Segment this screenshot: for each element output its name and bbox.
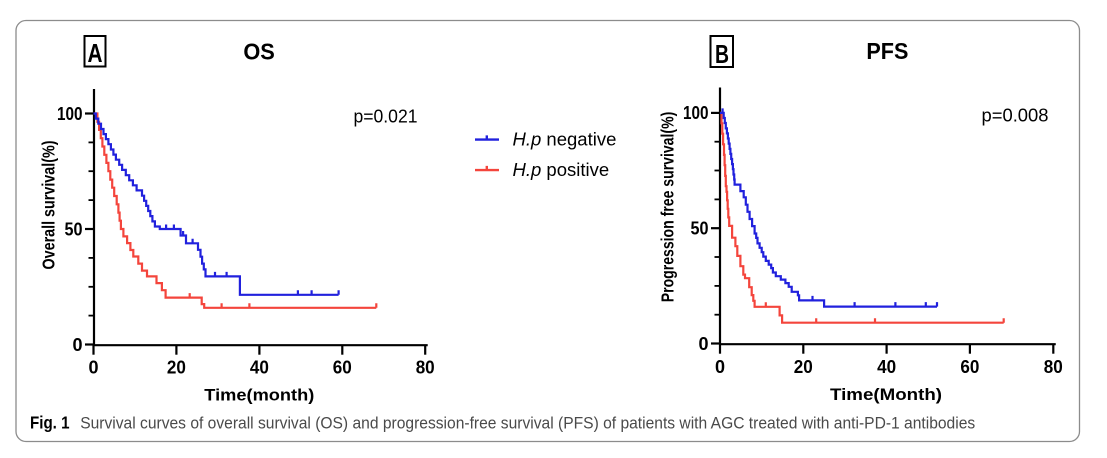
svg-text:Time(Month): Time(Month): [830, 385, 942, 404]
svg-text:0: 0: [715, 357, 725, 377]
svg-text:OS: OS: [243, 39, 275, 65]
svg-text:0: 0: [698, 334, 708, 354]
svg-text:60: 60: [333, 358, 352, 378]
svg-text:PFS: PFS: [866, 38, 908, 64]
svg-text:H.p positive: H.p positive: [513, 159, 610, 180]
svg-text:p=0.021: p=0.021: [354, 107, 418, 127]
svg-text:Overall survival(%): Overall survival(%): [39, 141, 59, 270]
svg-text:Fig. 1: Fig. 1: [30, 413, 70, 433]
svg-text:B: B: [715, 39, 729, 69]
svg-text:50: 50: [65, 219, 83, 239]
svg-text:40: 40: [250, 358, 269, 378]
svg-text:80: 80: [416, 358, 435, 378]
svg-text:Survival curves of overall sur: Survival curves of overall survival (OS)…: [80, 414, 975, 433]
svg-text:50: 50: [691, 219, 709, 239]
svg-text:40: 40: [877, 357, 896, 377]
svg-text:60: 60: [960, 357, 979, 377]
svg-text:Progression free survival(%): Progression free survival(%): [658, 112, 678, 303]
svg-text:A: A: [88, 38, 103, 68]
svg-text:20: 20: [794, 357, 813, 377]
svg-text:Time(month): Time(month): [204, 386, 314, 405]
svg-text:80: 80: [1044, 357, 1063, 377]
svg-text:0: 0: [88, 358, 98, 378]
svg-text:H.p negative: H.p negative: [513, 129, 617, 150]
svg-text:0: 0: [72, 335, 82, 355]
svg-text:100: 100: [683, 103, 709, 123]
svg-text:20: 20: [167, 358, 186, 378]
svg-text:100: 100: [57, 104, 83, 124]
svg-text:p=0.008: p=0.008: [982, 106, 1049, 126]
